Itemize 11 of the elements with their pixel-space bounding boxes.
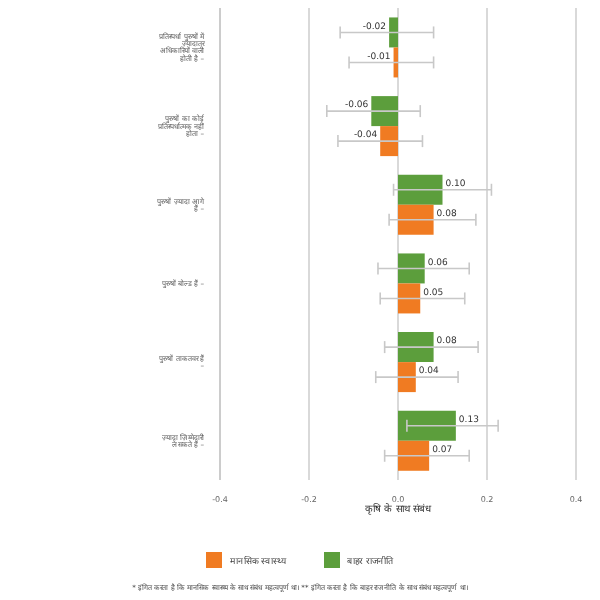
bar: [398, 253, 425, 284]
bar: [389, 17, 398, 48]
bar: [398, 362, 416, 393]
bar: [398, 283, 421, 314]
bar: [371, 96, 398, 127]
bar: [398, 440, 430, 471]
bar: [398, 410, 456, 441]
bar: [398, 174, 443, 205]
bar: [398, 204, 434, 235]
bar: [380, 126, 398, 157]
bar: [398, 332, 434, 363]
